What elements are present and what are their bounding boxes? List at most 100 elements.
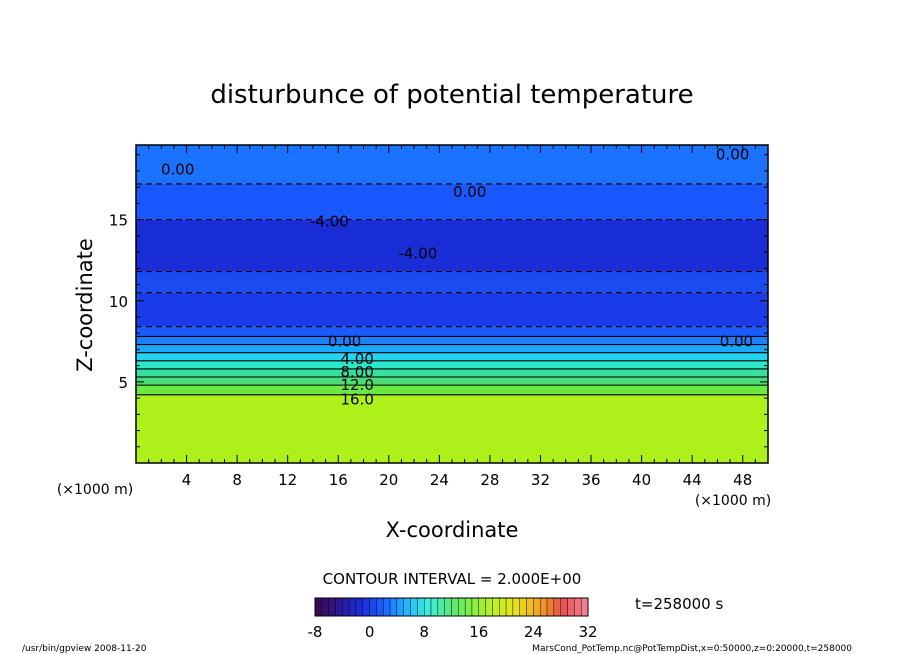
x-tick-label: 28 [480,471,499,489]
x-tick-label: 40 [632,471,651,489]
x-unit-label: (×1000 m) [695,493,771,509]
colorbar-cell [410,597,418,617]
contour-label-7: 4.00 [340,350,373,368]
x-tick-label: 4 [182,471,192,489]
plot-area: 0.000.000.00-4.00-4.000.00 0.004.008.0012… [109,144,769,489]
x-tick-label: 48 [733,471,752,489]
x-tick-label: 32 [531,471,550,489]
colorbar-cell [471,597,480,617]
y-tick-label: 15 [109,212,128,230]
colorbar-cell [560,597,568,617]
colorbar-cell [580,597,589,617]
x-axis-label: X-coordinate [386,518,519,542]
colorbar [314,597,589,617]
colorbar-cell [314,597,323,617]
contour-label-6: 0.00 [720,332,753,350]
colorbar-tick-label: 0 [365,623,375,641]
colorbar-tick-label: 24 [524,623,543,641]
chart-title: disturbunce of potential temperature [210,80,693,110]
colorbar-cell [478,597,486,617]
x-tick-label: 20 [379,471,398,489]
time-text: t=258000 s [635,595,723,613]
heatmap-band-9 [136,292,768,327]
contour-label-1: 0.00 [716,146,749,164]
colorbar-tick-label: 16 [469,623,488,641]
colorbar-cell [512,597,520,617]
heatmap-band-4 [136,360,768,369]
colorbar-cell [553,597,561,617]
x-tick-label: 36 [581,471,600,489]
colorbar-cell [355,597,363,617]
x-tick-label: 24 [430,471,449,489]
colorbar-cell [396,597,404,617]
colorbar-cell [533,597,541,617]
colorbar-tick-label: 8 [419,623,429,641]
heatmap-band-13 [136,145,768,184]
colorbar-cell [444,597,452,617]
x-tick-label: 8 [232,471,242,489]
x-tick-label: 12 [278,471,297,489]
contour-label-10: 16.0 [340,391,373,409]
heatmap-band-6 [136,344,768,353]
colorbar-cell [328,597,336,617]
contour-label-5: 0.00 [328,332,361,350]
contour-label-2: 0.00 [453,183,486,201]
heatmap-band-11 [136,219,768,272]
contour-label-8: 8.00 [340,363,373,381]
contour-labels: 0.000.000.00-4.00-4.000.00 0.004.008.0012… [161,146,753,409]
heatmap-layers [136,145,768,463]
y-tick-label: 5 [118,374,128,392]
heatmap-band-1 [136,385,768,395]
contour-lines [136,183,768,396]
contour-label-4: -4.00 [398,245,437,263]
colorbar-cell [403,597,411,617]
colorbar-cell [369,597,377,617]
contour-interval-text: CONTOUR INTERVAL = 2.000E+00 [323,570,582,588]
colorbar-ticks: -8 0 8 16 24 32 [308,623,598,641]
contour-label-0: 0.00 [161,160,194,178]
colorbar-cell [540,597,548,617]
heatmap-band-7 [136,336,768,345]
y-tick-label: 10 [109,293,128,311]
colorbar-cell [567,597,575,617]
colorbar-frame [314,597,589,617]
x-tick-label: 16 [329,471,348,489]
y-axis-label: Z-coordinate [73,238,97,372]
colorbar-cell [485,597,493,617]
x-axis-ticks: 4 8 12 16 20 24 28 32 36 40 44 48 [148,145,756,489]
colorbar-cell [376,597,384,617]
colorbar-cell [417,597,425,617]
colorbar-cell [430,597,439,617]
contour-label-3: -4.00 [310,212,349,230]
colorbar-cell [546,597,555,617]
colorbar-cell [321,597,329,617]
colorbar-cell [492,597,500,617]
heatmap-band-5 [136,352,768,361]
colorbar-tick-label: 32 [578,623,597,641]
heatmap-band-12 [136,183,768,220]
y-unit-label: (×1000 m) [57,482,133,498]
y-axis-ticks: 5 10 15 [109,154,768,448]
colorbar-cell [519,597,527,617]
colorbar-cell [383,597,391,617]
colorbar-cell [389,597,398,617]
colorbar-cell [362,597,370,617]
colorbar-cell [499,597,507,617]
colorbar-cell [348,597,357,617]
colorbar-cell [458,597,466,617]
colorbar-cell [437,597,445,617]
footer-right: MarsCond_PotTemp.nc@PotTempDist,x=0:5000… [532,644,852,654]
colorbar-cell [424,597,432,617]
footer-left: /usr/bin/gpview 2008-11-20 [22,644,147,654]
colorbar-cell [464,597,473,617]
colorbar-cell [342,597,350,617]
colorbar-cell [526,597,534,617]
heatmap-band-10 [136,271,768,293]
heatmap-band-3 [136,368,768,378]
heatmap-band-8 [136,326,768,337]
colorbar-cell [574,597,582,617]
colorbar-cell [505,597,514,617]
x-tick-label: 44 [683,471,702,489]
colorbar-tick-label: -8 [308,623,323,641]
